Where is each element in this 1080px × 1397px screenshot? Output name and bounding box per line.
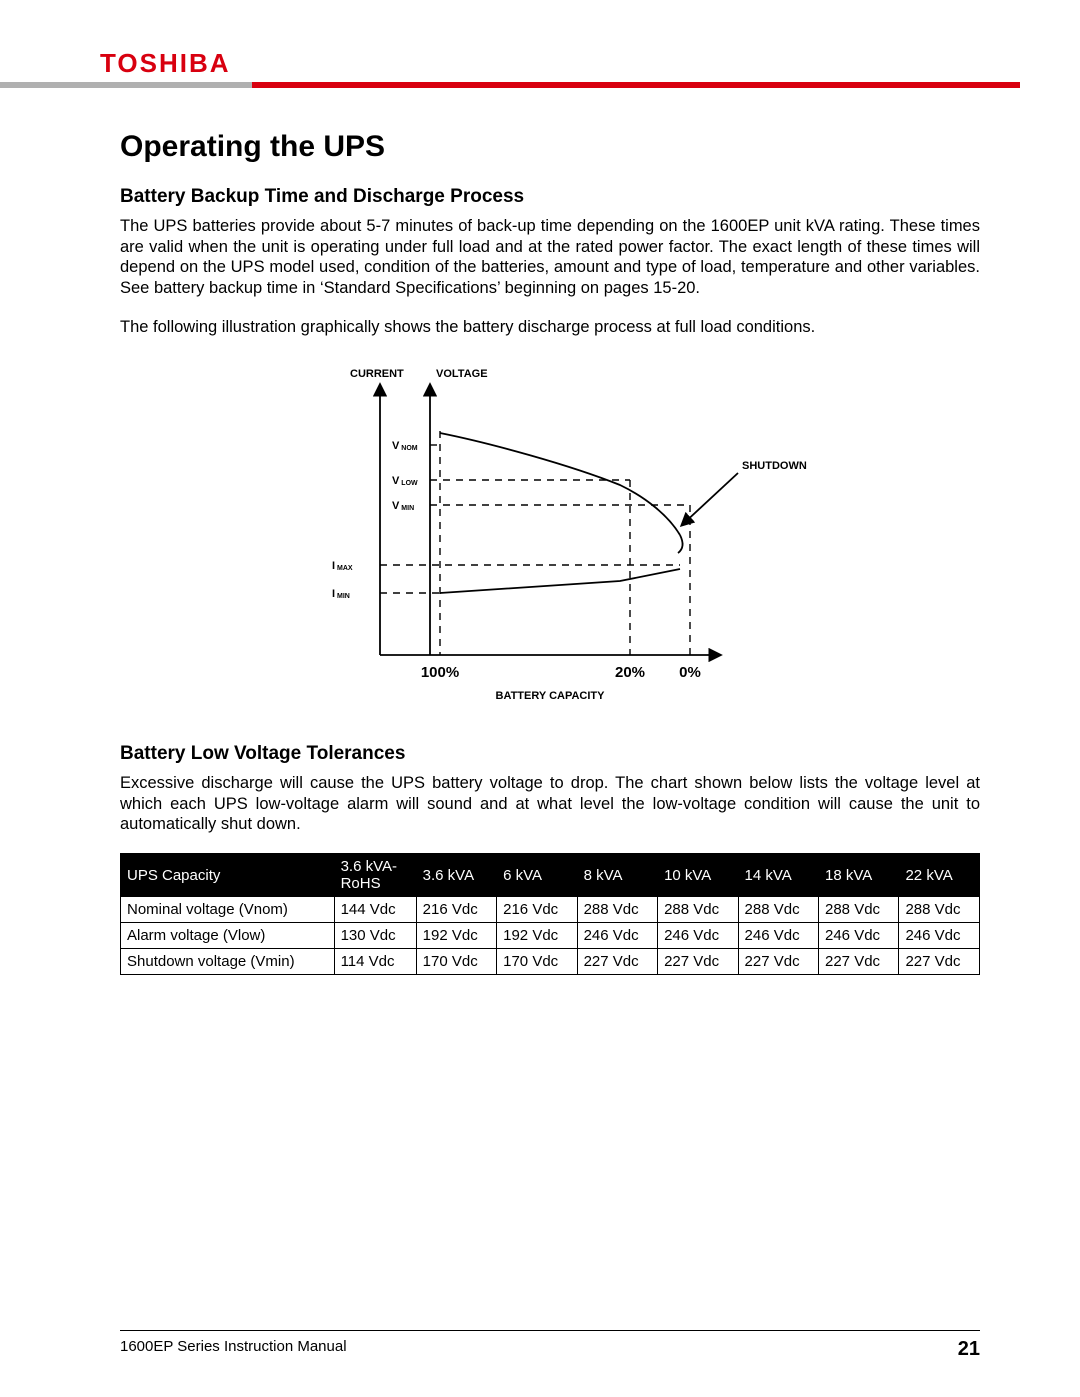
page-number: 21 bbox=[958, 1338, 980, 1361]
cell: 227 Vdc bbox=[577, 949, 657, 975]
svg-text:V NOM: V NOM bbox=[392, 440, 418, 452]
svg-text:0%: 0% bbox=[679, 664, 701, 681]
cell: 246 Vdc bbox=[658, 923, 738, 949]
cell: 216 Vdc bbox=[416, 897, 496, 923]
svg-text:BATTERY CAPACITY: BATTERY CAPACITY bbox=[496, 690, 606, 702]
section1-para1: The UPS batteries provide about 5-7 minu… bbox=[120, 216, 980, 299]
svg-text:SHUTDOWN: SHUTDOWN bbox=[742, 460, 807, 472]
svg-text:VOLTAGE: VOLTAGE bbox=[436, 368, 488, 380]
cell: 288 Vdc bbox=[819, 897, 899, 923]
cell: 288 Vdc bbox=[577, 897, 657, 923]
table-row: Shutdown voltage (Vmin)114 Vdc170 Vdc170… bbox=[121, 949, 980, 975]
cell: 170 Vdc bbox=[497, 949, 577, 975]
header-rule bbox=[0, 82, 1020, 88]
svg-text:20%: 20% bbox=[615, 664, 645, 681]
section1-para2: The following illustration graphically s… bbox=[120, 317, 980, 338]
footer-rule bbox=[120, 1330, 980, 1331]
cell: 246 Vdc bbox=[819, 923, 899, 949]
brand-logo: TOSHIBA bbox=[100, 48, 231, 79]
section2-heading: Battery Low Voltage Tolerances bbox=[120, 743, 980, 765]
svg-text:CURRENT: CURRENT bbox=[350, 368, 404, 380]
col-3: 6 kVA bbox=[497, 854, 577, 897]
cell: 114 Vdc bbox=[334, 949, 416, 975]
svg-text:I MAX: I MAX bbox=[332, 560, 353, 572]
cell: 227 Vdc bbox=[738, 949, 818, 975]
col-7: 18 kVA bbox=[819, 854, 899, 897]
cell: 227 Vdc bbox=[658, 949, 738, 975]
section1-heading: Battery Backup Time and Discharge Proces… bbox=[120, 186, 980, 208]
svg-text:V MIN: V MIN bbox=[392, 500, 414, 512]
page-title: Operating the UPS bbox=[120, 130, 980, 164]
cell: 216 Vdc bbox=[497, 897, 577, 923]
section2-para: Excessive discharge will cause the UPS b… bbox=[120, 773, 980, 835]
cell: 288 Vdc bbox=[899, 897, 980, 923]
cell: 288 Vdc bbox=[658, 897, 738, 923]
svg-text:V LOW: V LOW bbox=[392, 475, 418, 487]
col-2: 3.6 kVA bbox=[416, 854, 496, 897]
cell: 246 Vdc bbox=[738, 923, 818, 949]
row-label: Alarm voltage (Vlow) bbox=[121, 923, 335, 949]
col-ups-capacity: UPS Capacity bbox=[121, 854, 335, 897]
col-6: 14 kVA bbox=[738, 854, 818, 897]
col-8: 22 kVA bbox=[899, 854, 980, 897]
table-row: Nominal voltage (Vnom)144 Vdc216 Vdc216 … bbox=[121, 897, 980, 923]
svg-text:100%: 100% bbox=[421, 664, 459, 681]
col-1: 3.6 kVA-RoHS bbox=[334, 854, 416, 897]
row-label: Nominal voltage (Vnom) bbox=[121, 897, 335, 923]
cell: 227 Vdc bbox=[819, 949, 899, 975]
cell: 227 Vdc bbox=[899, 949, 980, 975]
cell: 192 Vdc bbox=[497, 923, 577, 949]
tolerance-table: UPS Capacity3.6 kVA-RoHS3.6 kVA6 kVA8 kV… bbox=[120, 853, 980, 975]
cell: 192 Vdc bbox=[416, 923, 496, 949]
footer-manual: 1600EP Series Instruction Manual bbox=[120, 1338, 347, 1361]
row-label: Shutdown voltage (Vmin) bbox=[121, 949, 335, 975]
cell: 288 Vdc bbox=[738, 897, 818, 923]
cell: 246 Vdc bbox=[899, 923, 980, 949]
col-5: 10 kVA bbox=[658, 854, 738, 897]
col-4: 8 kVA bbox=[577, 854, 657, 897]
table-row: Alarm voltage (Vlow)130 Vdc192 Vdc192 Vd… bbox=[121, 923, 980, 949]
cell: 170 Vdc bbox=[416, 949, 496, 975]
svg-text:I MIN: I MIN bbox=[332, 588, 350, 600]
cell: 246 Vdc bbox=[577, 923, 657, 949]
cell: 130 Vdc bbox=[334, 923, 416, 949]
cell: 144 Vdc bbox=[334, 897, 416, 923]
discharge-chart: CURRENT VOLTAGE V NOM V LOW V MIN I MAX I MIN 1… bbox=[290, 355, 810, 715]
